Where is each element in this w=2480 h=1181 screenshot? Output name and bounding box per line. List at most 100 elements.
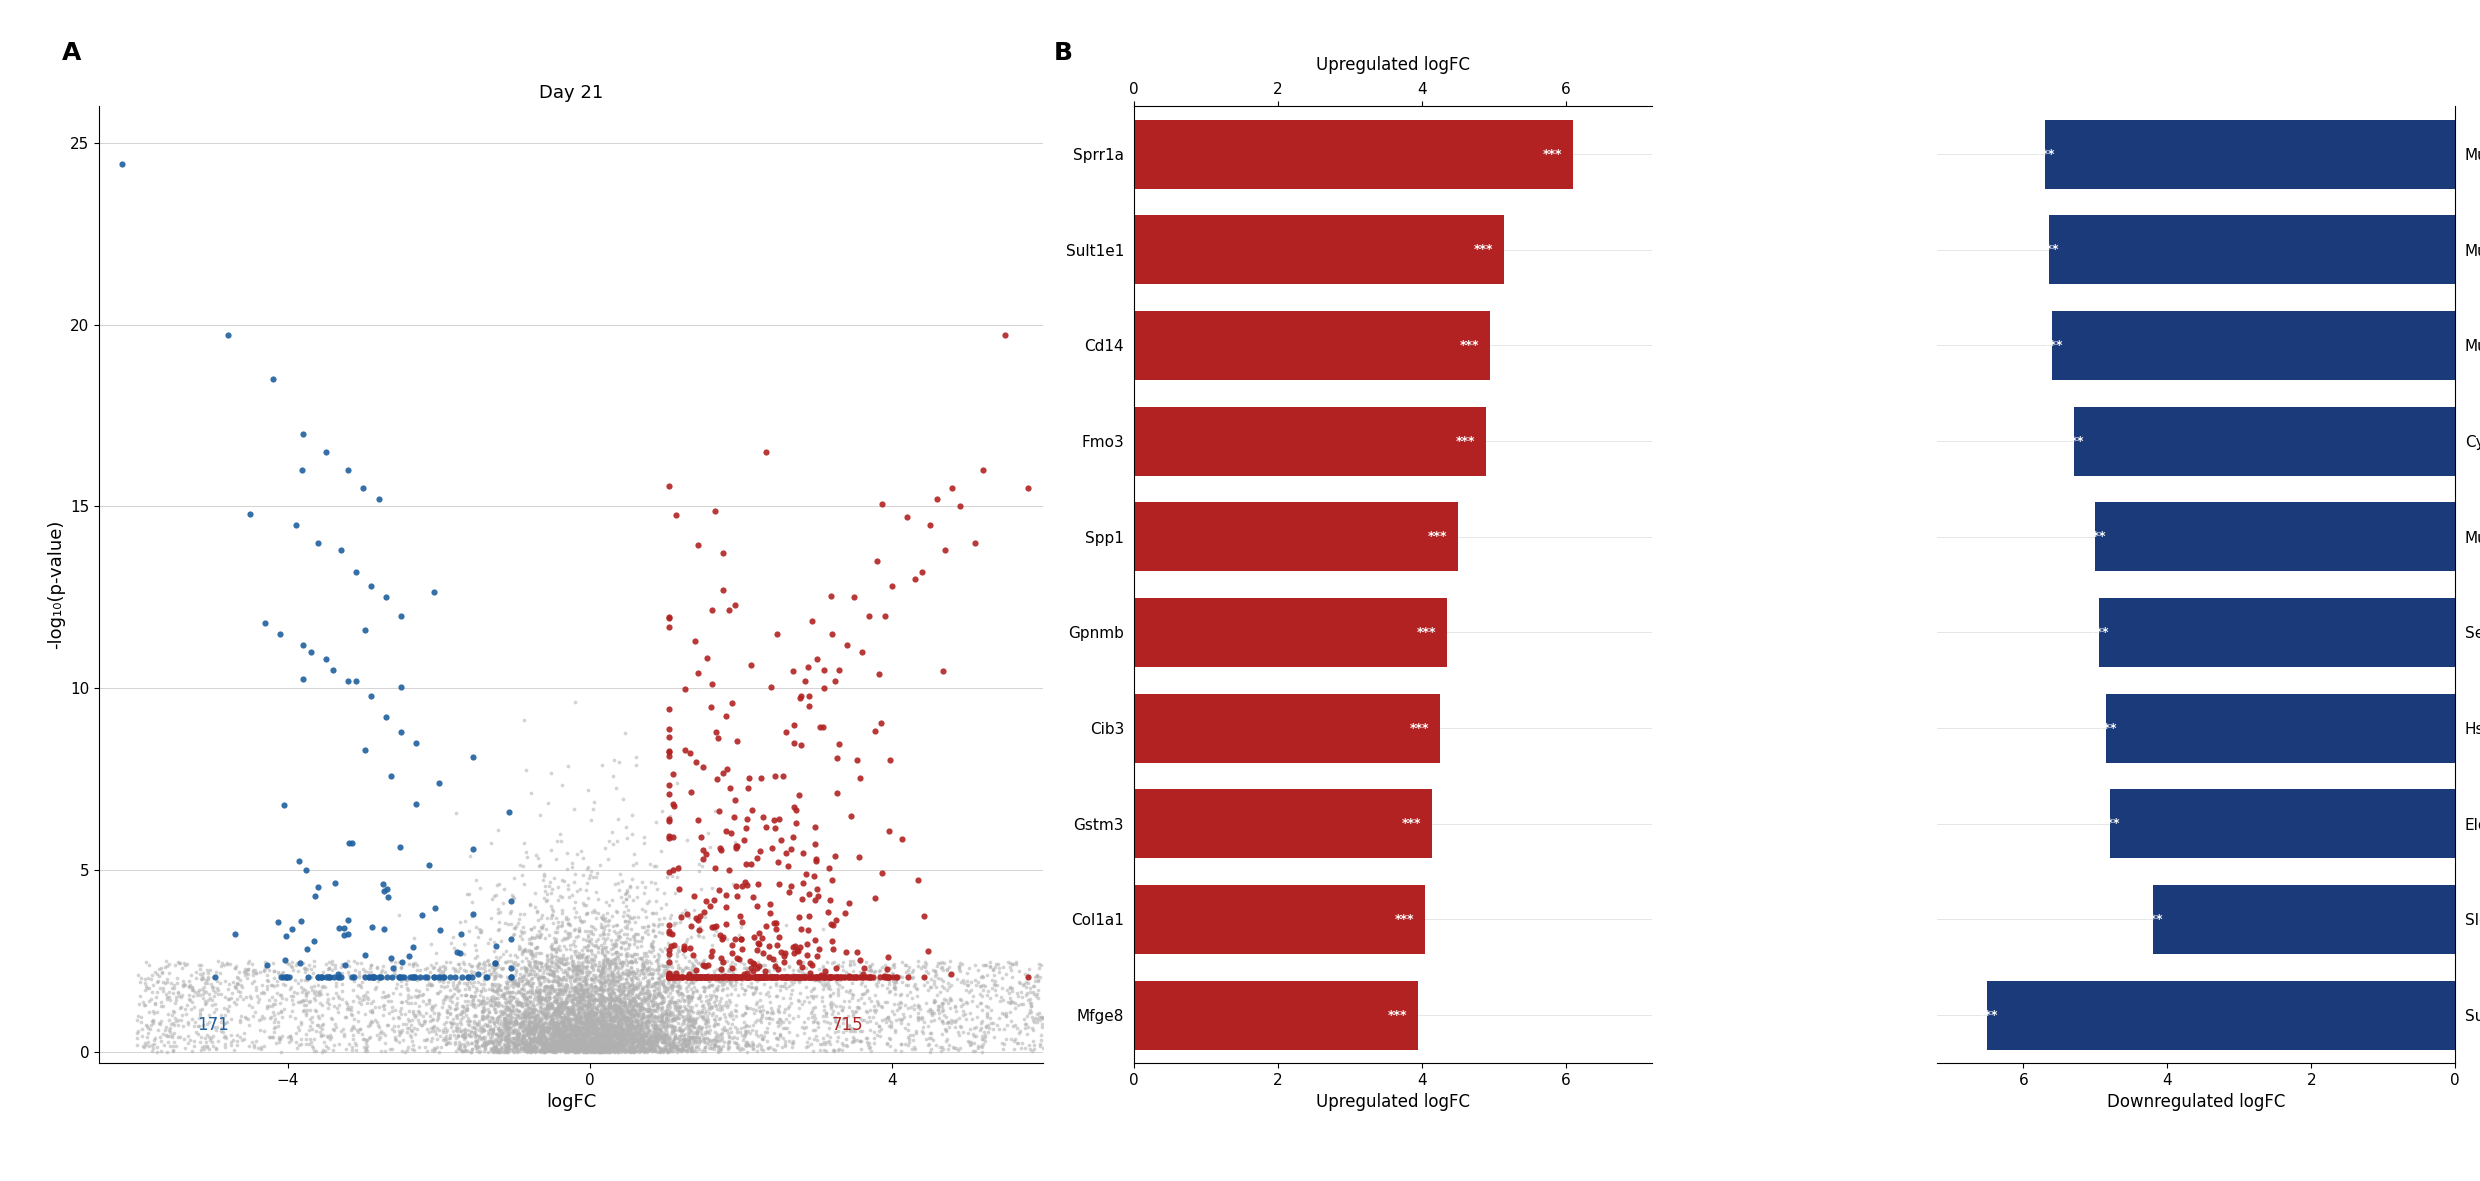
Point	[560, 1039, 600, 1058]
Point	[558, 960, 598, 979]
Point	[588, 1014, 627, 1033]
Point	[558, 992, 598, 1011]
Point	[635, 1033, 675, 1052]
Point	[1014, 977, 1054, 996]
Point	[853, 1033, 893, 1052]
Point	[816, 1012, 856, 1031]
Point	[870, 1029, 910, 1048]
Point	[553, 999, 593, 1018]
Point	[511, 1031, 551, 1050]
Point	[169, 978, 208, 997]
Point	[660, 972, 699, 991]
Point	[511, 960, 551, 979]
Point	[563, 994, 603, 1013]
Point	[600, 990, 640, 1009]
Point	[365, 986, 404, 1005]
Point	[479, 1014, 518, 1033]
Point	[746, 817, 786, 836]
Point	[484, 1035, 523, 1053]
Point	[675, 1031, 714, 1050]
Point	[563, 1026, 603, 1045]
Point	[598, 1029, 637, 1048]
Point	[647, 1010, 687, 1029]
Point	[518, 1005, 558, 1024]
Point	[575, 1004, 615, 1023]
Point	[513, 1027, 553, 1046]
Point	[563, 1038, 603, 1057]
Point	[632, 993, 672, 1012]
Point	[263, 1007, 303, 1026]
Point	[583, 940, 622, 959]
Point	[223, 963, 263, 981]
Point	[560, 999, 600, 1018]
Point	[444, 1042, 484, 1061]
Point	[789, 686, 828, 705]
Point	[573, 1031, 613, 1050]
Point	[161, 998, 201, 1017]
Point	[650, 1040, 689, 1059]
Point	[528, 1023, 568, 1042]
Point	[531, 841, 570, 860]
Point	[687, 1007, 727, 1026]
Point	[593, 938, 632, 957]
Point	[635, 1029, 675, 1048]
Point	[613, 1004, 652, 1023]
Point	[632, 968, 672, 987]
Point	[149, 1020, 188, 1039]
Point	[622, 1013, 662, 1032]
Point	[672, 968, 712, 987]
Point	[605, 953, 645, 972]
Point	[605, 912, 645, 931]
Point	[585, 1020, 625, 1039]
Point	[533, 1042, 573, 1061]
Point	[573, 1023, 613, 1042]
Point	[568, 935, 608, 954]
Point	[481, 1022, 521, 1040]
Point	[655, 935, 694, 954]
Point	[456, 1035, 496, 1053]
Point	[600, 1019, 640, 1038]
Point	[548, 986, 588, 1005]
Point	[548, 948, 588, 967]
Point	[471, 987, 511, 1006]
Point	[546, 960, 585, 979]
Point	[620, 1018, 660, 1037]
Point	[546, 966, 585, 985]
X-axis label: Upregulated logFC: Upregulated logFC	[1317, 1094, 1471, 1111]
Point	[1007, 973, 1047, 992]
Point	[503, 1039, 543, 1058]
Point	[692, 999, 732, 1018]
Point	[325, 1007, 365, 1026]
Point	[496, 1000, 536, 1019]
Point	[484, 1038, 523, 1057]
Point	[630, 1027, 670, 1046]
Point	[479, 1032, 518, 1051]
Point	[645, 1035, 684, 1053]
Point	[895, 978, 935, 997]
Point	[588, 1012, 627, 1031]
Point	[593, 1027, 632, 1046]
Point	[625, 977, 665, 996]
Point	[910, 1039, 950, 1058]
Point	[652, 987, 692, 1006]
Point	[630, 1029, 670, 1048]
Point	[449, 967, 489, 986]
Point	[476, 966, 516, 985]
Point	[533, 1026, 573, 1045]
Point	[841, 1009, 880, 1027]
Point	[558, 960, 598, 979]
Point	[724, 1012, 764, 1031]
Point	[523, 918, 563, 937]
Point	[866, 1010, 905, 1029]
Point	[841, 1011, 880, 1030]
Point	[960, 1019, 999, 1038]
Point	[164, 977, 203, 996]
Point	[657, 1007, 697, 1026]
Point	[241, 984, 280, 1003]
Point	[533, 1026, 573, 1045]
Point	[327, 911, 367, 929]
Point	[546, 908, 585, 927]
Point	[657, 1029, 697, 1048]
Point	[551, 1000, 590, 1019]
Point	[523, 1042, 563, 1061]
